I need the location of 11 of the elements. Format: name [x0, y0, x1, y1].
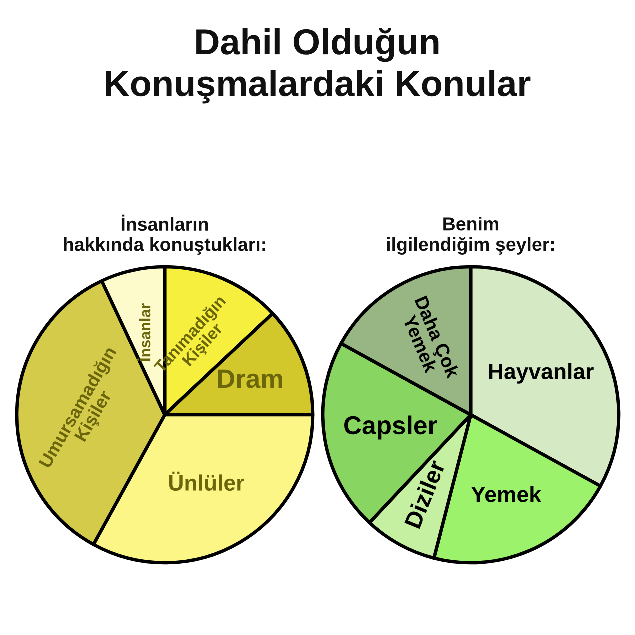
slice-label: Yemek — [471, 486, 542, 502]
slice-label: Dram — [218, 370, 282, 388]
slice-label: Hayvanlar — [489, 363, 594, 384]
chart-subtitle: İnsanların hakkında konuştukları: — [64, 214, 266, 255]
slice-label: Daha Çok Yemek — [402, 296, 461, 381]
slice-label: Ünlüler — [169, 472, 244, 492]
chart-subtitle: Benim ilgilendiğim şeyler: — [387, 217, 554, 255]
chart-title: Dahil Olduğun Konuşmalardaki Konular — [106, 28, 531, 104]
slice-label: İnsanlar — [137, 304, 151, 361]
slice-label: Capsler — [344, 416, 438, 440]
slice-label: Diziler — [404, 458, 446, 530]
